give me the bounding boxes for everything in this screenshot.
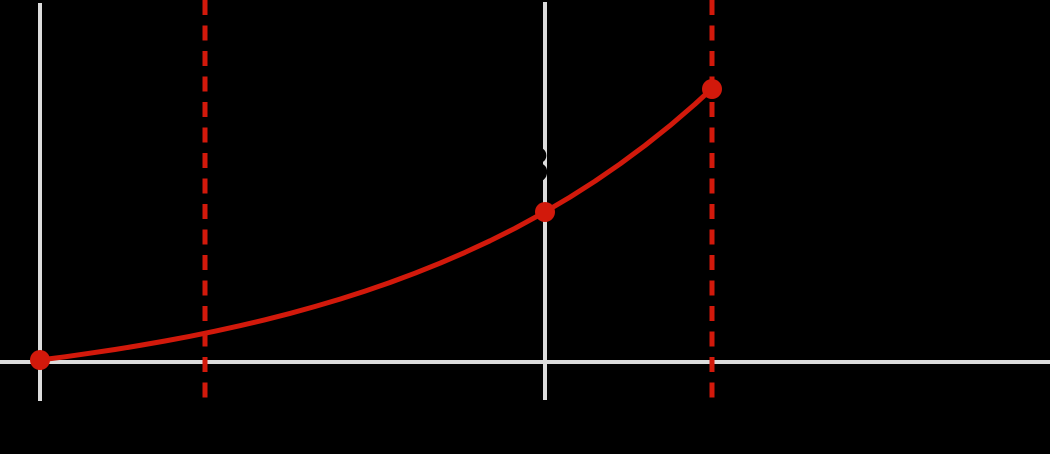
curve-line xyxy=(37,86,715,363)
curve-point-label: 3 xyxy=(521,139,551,194)
data-point-marker xyxy=(702,79,722,99)
data-point-marker xyxy=(535,202,555,222)
data-point-marker xyxy=(30,350,50,370)
